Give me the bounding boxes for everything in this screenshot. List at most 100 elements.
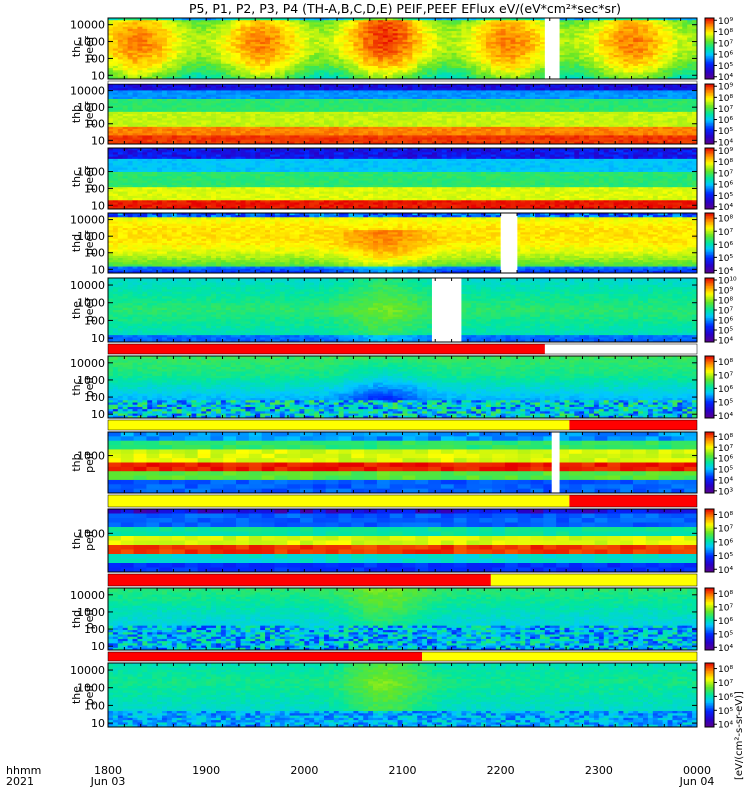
heatmap-cell (535, 50, 541, 54)
heatmap-cell (692, 37, 698, 41)
heatmap-cell (431, 24, 438, 28)
heatmap-cell (161, 39, 168, 43)
heatmap-cell (682, 57, 688, 60)
heatmap-cell (441, 44, 448, 47)
heatmap-cell (638, 65, 644, 69)
heatmap-cell (638, 28, 644, 32)
heatmap-cell (692, 55, 698, 58)
heatmap-cell (539, 37, 546, 41)
heatmap-cell (677, 48, 683, 52)
heatmap-cell (348, 33, 354, 36)
heatmap-cell (417, 22, 423, 25)
heatmap-cell (299, 72, 305, 76)
heatmap-cell (623, 52, 629, 56)
heatmap-cell (137, 24, 143, 28)
heatmap-cell (608, 65, 614, 69)
heatmap-cell (436, 63, 443, 67)
heatmap-cell (530, 20, 536, 23)
heatmap-cell (191, 46, 197, 49)
heatmap-cell (284, 65, 291, 69)
heatmap-cell (525, 63, 531, 67)
heatmap-cell (201, 65, 207, 69)
heatmap-cell (692, 18, 698, 21)
heatmap-cell (373, 39, 379, 43)
heatmap-cell (176, 28, 183, 32)
heatmap-cell (230, 22, 237, 25)
heatmap-cell (643, 37, 649, 41)
heatmap-cell (196, 50, 202, 54)
heatmap-cell (623, 26, 629, 30)
heatmap-cell (692, 41, 698, 45)
heatmap-cell (471, 61, 477, 65)
heatmap-cell (456, 68, 462, 71)
heatmap-cell (623, 68, 629, 71)
heatmap-cell (328, 35, 335, 39)
heatmap-cell (181, 50, 187, 54)
heatmap-cell (657, 57, 664, 60)
heatmap-cell (495, 63, 502, 67)
heatmap-cell (201, 61, 207, 65)
heatmap-cell (397, 39, 403, 43)
heatmap-cell (687, 33, 693, 36)
heatmap-cell (584, 44, 590, 47)
heatmap-cell (579, 35, 585, 39)
heatmap-cell (377, 28, 384, 32)
heatmap-cell (373, 31, 379, 34)
heatmap-cell (117, 24, 124, 28)
heatmap-cell (593, 24, 600, 28)
heatmap-cell (520, 20, 526, 23)
heatmap-cell (274, 26, 281, 30)
heatmap-cell (481, 20, 487, 23)
heatmap-cell (613, 70, 619, 73)
heatmap-cell (623, 44, 629, 47)
heatmap-cell (608, 41, 614, 45)
heatmap-cell (584, 33, 590, 36)
heatmap-cell (633, 22, 639, 25)
heatmap-cell (142, 37, 148, 41)
heatmap-cell (353, 18, 359, 21)
heatmap-cell (559, 48, 565, 52)
heatmap-cell (338, 61, 344, 65)
heatmap-cell (476, 33, 482, 36)
heatmap-cell (466, 31, 472, 34)
heatmap-cell (495, 52, 502, 56)
heatmap-cell (564, 63, 570, 67)
heatmap-cell (687, 68, 693, 71)
heatmap-cell (196, 20, 202, 23)
heatmap-cell (495, 33, 502, 36)
heatmap-cell (323, 68, 330, 71)
heatmap-cell (245, 41, 251, 45)
heatmap-cell (206, 59, 212, 62)
heatmap-cell (456, 39, 462, 43)
heatmap-cell (382, 28, 389, 32)
heatmap-cell (245, 59, 251, 62)
heatmap-cell (535, 63, 541, 67)
heatmap-cell (623, 59, 629, 62)
heatmap-cell (539, 70, 546, 73)
heatmap-cell (201, 20, 207, 23)
heatmap-cell (564, 33, 570, 36)
heatmap-cell (598, 61, 605, 65)
heatmap-cell (539, 61, 546, 65)
heatmap-cell (402, 52, 408, 56)
heatmap-cell (137, 33, 143, 36)
heatmap-cell (417, 61, 423, 65)
heatmap-cell (373, 52, 379, 56)
heatmap-cell (476, 28, 482, 32)
heatmap-cell (584, 35, 590, 39)
heatmap-cell (397, 63, 403, 67)
heatmap-cell (446, 41, 452, 45)
heatmap-cell (201, 44, 207, 47)
heatmap-cell (368, 48, 374, 52)
heatmap-cell (402, 63, 408, 67)
heatmap-cell (638, 24, 644, 28)
heatmap-cell (132, 28, 138, 32)
heatmap-cell (505, 26, 511, 30)
heatmap-cell (687, 50, 693, 54)
heatmap-cell (412, 31, 418, 34)
heatmap-cell (274, 31, 281, 34)
heatmap-cell (677, 46, 683, 49)
heatmap-cell (490, 35, 497, 39)
